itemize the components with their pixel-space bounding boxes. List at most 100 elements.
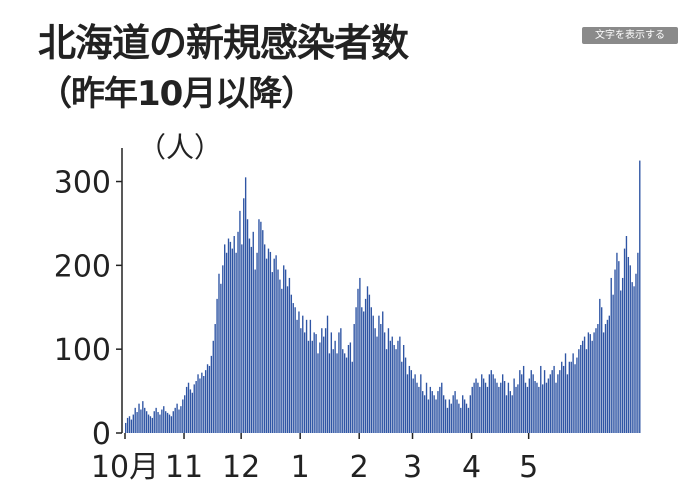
bar [595, 328, 597, 433]
bar [467, 407, 470, 433]
bar [441, 382, 443, 433]
bar [254, 269, 256, 433]
bar [319, 342, 321, 433]
bar [427, 399, 430, 433]
bar [195, 381, 197, 433]
bar [574, 364, 576, 433]
bar [435, 399, 437, 433]
bar [460, 407, 462, 433]
bar [431, 391, 433, 433]
bar [393, 344, 395, 433]
bar [463, 399, 466, 433]
bar [218, 273, 220, 433]
bar [370, 307, 372, 433]
bar [566, 374, 569, 433]
bar [462, 395, 464, 433]
bar [481, 374, 483, 433]
bar [317, 353, 319, 433]
bar [534, 381, 536, 433]
bar [385, 349, 388, 433]
bar [494, 378, 496, 433]
bar [140, 409, 142, 433]
bar [500, 382, 502, 433]
bar [157, 412, 159, 433]
bar [264, 244, 266, 433]
bar [368, 294, 371, 433]
bar [142, 401, 144, 433]
bar [538, 386, 540, 433]
bar [168, 414, 171, 433]
bar [345, 357, 348, 433]
bar [170, 416, 173, 433]
bar [557, 374, 559, 433]
bar [324, 328, 327, 433]
bar [469, 395, 471, 433]
bar [635, 273, 637, 433]
show-text-button[interactable]: 文字を表示する [582, 27, 678, 44]
bar [412, 378, 414, 433]
bar [618, 261, 620, 433]
bar [185, 386, 188, 433]
bar [340, 328, 342, 433]
bar [134, 407, 136, 433]
bar [458, 403, 460, 433]
bar [389, 340, 392, 433]
bar [302, 315, 304, 433]
bar [391, 336, 393, 433]
bar [210, 355, 213, 433]
bar [281, 288, 283, 433]
bar [292, 303, 294, 433]
bar [220, 283, 222, 433]
bar [621, 277, 624, 433]
bar [364, 298, 367, 433]
bar [256, 252, 258, 433]
bar [307, 340, 310, 433]
bar [138, 403, 140, 433]
bar [597, 324, 599, 433]
bar [399, 336, 401, 433]
bar [199, 378, 201, 433]
bar [155, 407, 157, 433]
bar [583, 336, 586, 433]
bar [465, 403, 468, 433]
bar [601, 307, 603, 433]
bar [303, 332, 306, 433]
bar [519, 370, 521, 433]
bar [189, 389, 192, 433]
bar [629, 265, 631, 433]
bar [526, 386, 529, 433]
bar [366, 286, 369, 433]
bar [382, 311, 384, 433]
bar [581, 340, 584, 433]
bar [309, 319, 312, 433]
bar [627, 256, 630, 433]
bar [631, 282, 633, 433]
bar [203, 376, 205, 433]
bar [404, 357, 407, 433]
chart-subtitle: （昨年10月以降） [38, 74, 315, 114]
bar [473, 382, 475, 433]
y-tick-label: 100 [54, 333, 111, 368]
bar [239, 210, 241, 433]
bar [610, 277, 612, 433]
bar [271, 272, 273, 433]
bar [180, 406, 182, 433]
bar [361, 307, 363, 433]
bar [437, 391, 439, 433]
bar [492, 374, 494, 433]
bar [545, 382, 548, 433]
bar [578, 349, 580, 433]
bar [561, 361, 563, 433]
bar [448, 399, 451, 433]
bar [279, 279, 281, 433]
bar [541, 384, 544, 433]
bar [334, 340, 336, 433]
bar [130, 419, 133, 433]
bar [225, 252, 228, 433]
bar [503, 381, 506, 433]
bar [612, 294, 614, 433]
bar [502, 374, 504, 433]
bar [174, 407, 176, 433]
bar [471, 386, 473, 433]
x-tick-label: 12 [222, 450, 260, 485]
